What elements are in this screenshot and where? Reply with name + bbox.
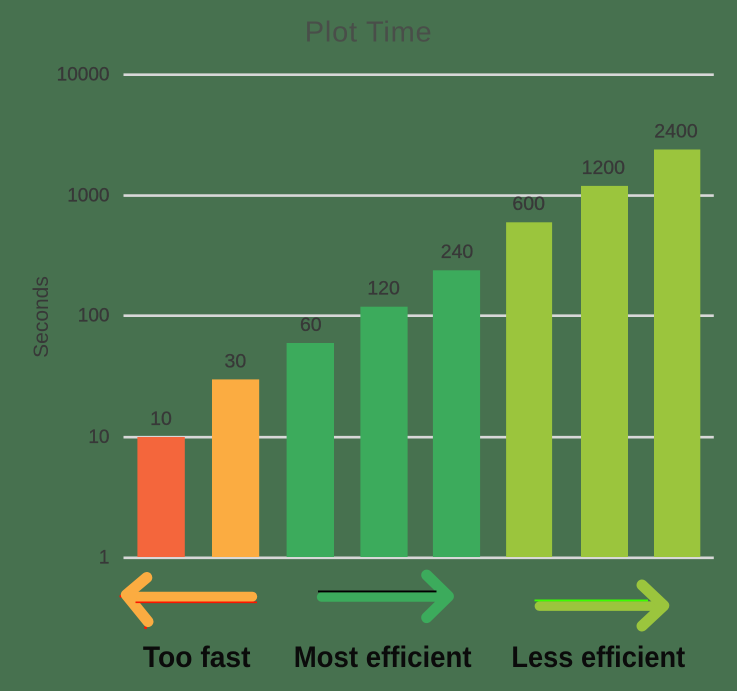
svg-text:10: 10 — [88, 427, 109, 448]
svg-text:120: 120 — [367, 278, 400, 300]
svg-text:1200: 1200 — [582, 157, 626, 179]
svg-text:Seconds: Seconds — [30, 276, 53, 358]
svg-text:1000: 1000 — [67, 186, 109, 207]
svg-text:Too fast: Too fast — [143, 641, 251, 674]
svg-text:240: 240 — [441, 241, 474, 263]
svg-text:600: 600 — [512, 193, 545, 215]
svg-text:2400: 2400 — [654, 120, 698, 142]
svg-text:10: 10 — [150, 408, 172, 430]
svg-text:30: 30 — [225, 350, 247, 372]
svg-text:10000: 10000 — [57, 65, 110, 86]
svg-text:Plot Time: Plot Time — [305, 16, 433, 48]
svg-text:1: 1 — [99, 548, 110, 569]
svg-text:60: 60 — [300, 314, 322, 336]
svg-text:Less efficient: Less efficient — [511, 641, 685, 675]
svg-text:100: 100 — [78, 306, 110, 327]
svg-text:Most efficient: Most efficient — [294, 641, 472, 674]
